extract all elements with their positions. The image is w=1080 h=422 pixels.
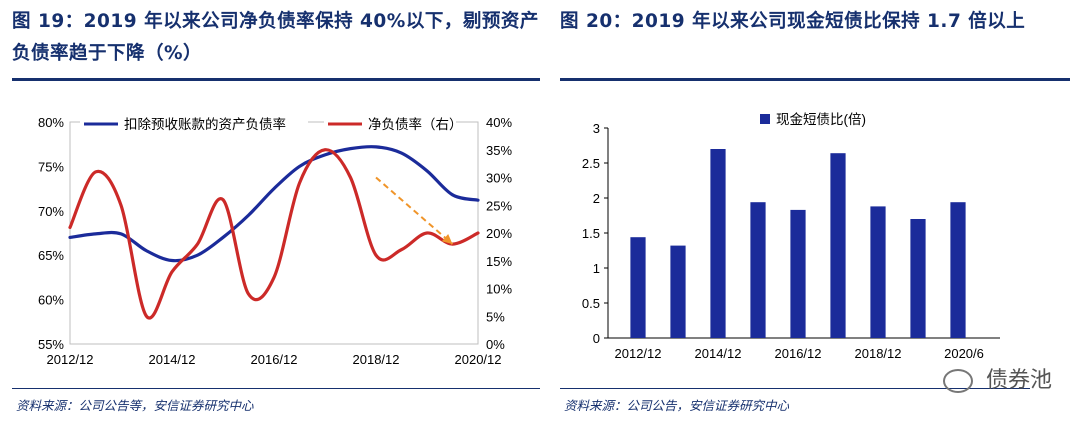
legend-swatch (760, 114, 770, 124)
x-tick-label: 2014/12 (149, 352, 196, 367)
figure-20-title: 图 20：2019 年以来公司现金短债比保持 1.7 倍以上 (560, 11, 1026, 32)
bar (670, 245, 686, 338)
y-tick-label: 3 (593, 121, 600, 136)
title-line-1: 图 19：2019 年以来公司净负债率保持 40%以下，剔预资产 (12, 11, 539, 32)
x-tick-label: 2016/12 (251, 352, 298, 367)
legend-label: 现金短债比(倍) (776, 112, 866, 127)
x-tick-label: 2018/12 (855, 346, 902, 361)
y-tick-label: 0 (593, 331, 600, 346)
y-tick-label: 1 (593, 261, 600, 276)
y-left-tick-label: 55% (38, 337, 64, 352)
y-right-tick-label: 0% (486, 337, 505, 352)
y-right-tick-label: 35% (486, 143, 512, 158)
source-note: 资料来源：公司公告，安信证券研究中心 (564, 398, 790, 413)
y-left-tick-label: 65% (38, 248, 64, 263)
bar (710, 149, 726, 338)
y-tick-label: 0.5 (582, 296, 600, 311)
bar (790, 209, 806, 338)
figure-19-title: 图 19：2019 年以来公司净负债率保持 40%以下，剔预资产 负债率趋于下降… (12, 6, 539, 70)
bar (950, 202, 966, 338)
x-tick-label: 2012/12 (615, 346, 662, 361)
title-line-2: 负债率趋于下降（%） (12, 43, 203, 64)
bar (750, 202, 766, 338)
y-tick-label: 2.5 (582, 156, 600, 171)
legend-label: 净负债率（右） (368, 116, 463, 132)
x-tick-label: 2012/12 (47, 352, 94, 367)
plot-frame (69, 121, 479, 345)
source-rule (560, 388, 1030, 389)
y-left-tick-label: 75% (38, 159, 64, 174)
bar (910, 219, 926, 338)
right-panel: 图 20：2019 年以来公司现金短债比保持 1.7 倍以上 0 0.5 1 1.5 2… (560, 0, 1070, 422)
trend-arrow-head (441, 233, 453, 245)
watermark-text: 债券池 (985, 368, 1052, 393)
y-right-tick-label: 15% (486, 254, 512, 269)
x-tick-label: 2020/12 (455, 352, 502, 367)
line-chart: 55% 60% 65% 70% 75% 80% 0% 5% 10% 15% 20% 25% 30% 35%… (38, 114, 512, 367)
y-left-tick-label: 60% (38, 293, 64, 308)
y-right-tick-label: 40% (486, 115, 512, 130)
y-right-tick-label: 20% (486, 226, 512, 241)
left-panel: 图 19：2019 年以来公司净负债率保持 40%以下，剔预资产 负债率趋于下降… (12, 0, 540, 422)
bar (630, 237, 646, 338)
y-left-tick-label: 70% (38, 204, 64, 219)
title-rule (560, 78, 1070, 81)
series-line-left-axis (68, 145, 480, 263)
x-tick-label: 2016/12 (775, 346, 822, 361)
bar (870, 206, 886, 338)
series-line-right-axis (68, 148, 480, 320)
legend-bg (324, 114, 456, 134)
legend-label: 扣除预收账款的资产负债率 (124, 116, 286, 132)
legend-bg (80, 114, 308, 134)
wechat-icon (942, 369, 973, 393)
source-note: 资料来源：公司公告等，安信证券研究中心 (16, 398, 254, 413)
y-tick-label: 1.5 (582, 226, 600, 241)
source-rule (12, 388, 540, 389)
y-right-tick-label: 10% (486, 282, 512, 297)
title-rule (12, 78, 540, 81)
x-tick-label: 2014/12 (695, 346, 742, 361)
y-right-tick-label: 30% (486, 171, 512, 186)
x-tick-label: 2020/6 (944, 346, 984, 361)
bar (830, 153, 846, 338)
watermark: 债券池 (942, 362, 1052, 394)
x-tick-label: 2018/12 (353, 352, 400, 367)
y-right-tick-label: 25% (486, 198, 512, 213)
y-right-tick-label: 5% (486, 309, 505, 324)
bar-chart: 0 0.5 1 1.5 2 2.5 3 2012/12 2014/12 2016/12 2018/1… (582, 112, 1000, 361)
y-tick-label: 2 (593, 191, 600, 206)
trend-arrow-line (375, 176, 454, 245)
y-left-tick-label: 80% (38, 115, 64, 130)
